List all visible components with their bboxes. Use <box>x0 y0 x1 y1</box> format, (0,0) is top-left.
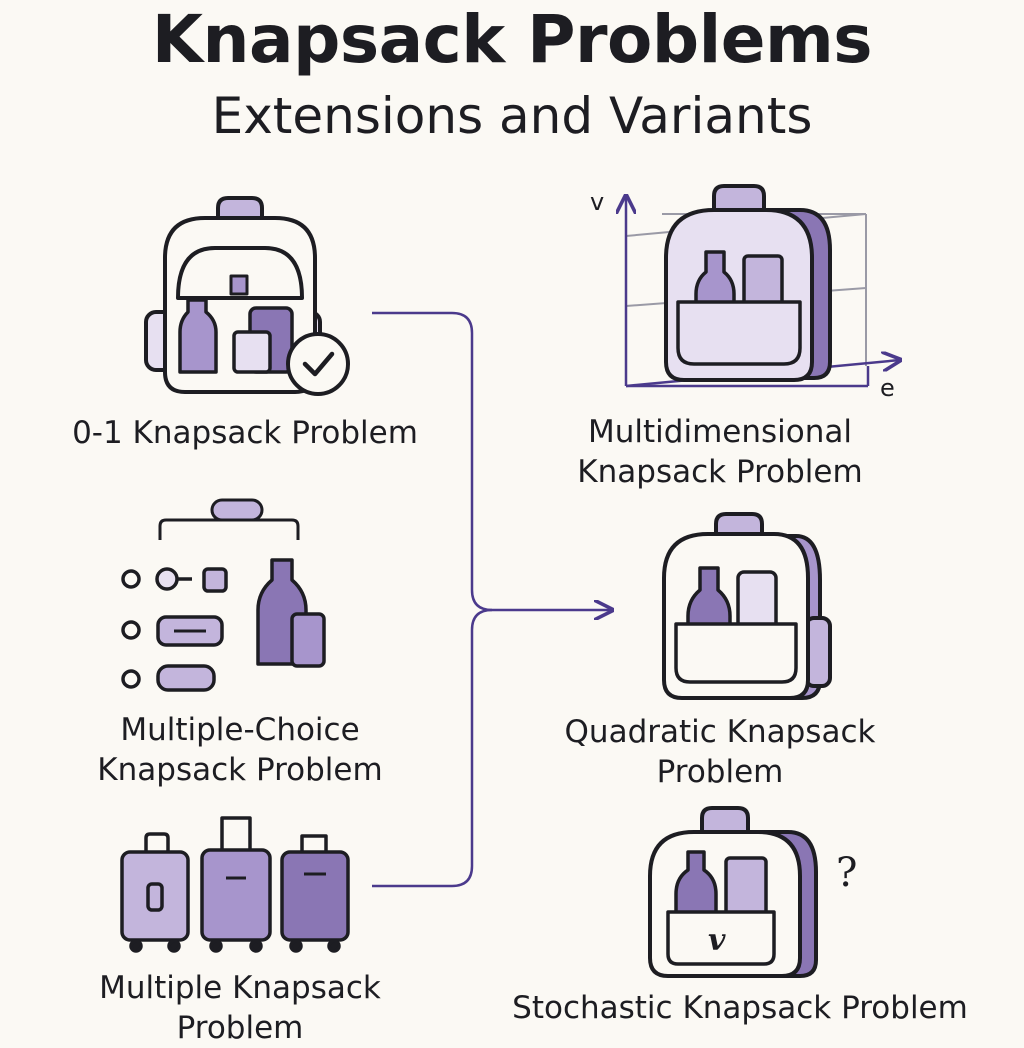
label-multidimensional-line1: Multidimensional <box>588 414 852 450</box>
diagram-canvas: v e v ? <box>120 184 1024 978</box>
label-multiple-choice-line2: Knapsack Problem <box>97 752 383 788</box>
quadratic-backpack-icon <box>662 512 832 700</box>
label-stochastic-text: Stochastic Knapsack Problem <box>512 990 968 1026</box>
backpack-01-icon <box>144 196 350 396</box>
page-title: Knapsack Problems <box>151 1 873 78</box>
connector-lines <box>372 311 612 888</box>
axis-e-label: e <box>880 374 895 402</box>
label-quadratic-line1: Quadratic Knapsack <box>564 714 876 750</box>
label-multiple-knapsack: Multiple Knapsack Problem <box>40 968 440 1048</box>
label-01-knapsack: 0-1 Knapsack Problem <box>40 413 450 453</box>
axis-v-label: v <box>590 188 604 216</box>
label-quadratic-line2: Problem <box>656 754 784 790</box>
label-multidimensional-line2: Knapsack Problem <box>577 454 863 490</box>
stochastic-backpack-icon <box>648 806 818 978</box>
label-multidimensional: Multidimensional Knapsack Problem <box>520 412 920 492</box>
label-multiple-knapsack-line2: Problem <box>176 1010 304 1046</box>
multiple-suitcases-icon <box>120 816 350 953</box>
multiple-choice-icon <box>121 498 326 692</box>
connector-bottom <box>372 608 493 888</box>
label-multiple-choice: Multiple-Choice Knapsack Problem <box>40 710 440 790</box>
label-multiple-knapsack-line1: Multiple Knapsack <box>99 970 381 1006</box>
multidimensional-icon: v e <box>590 184 900 402</box>
label-01-knapsack-text: 0-1 Knapsack Problem <box>72 415 418 451</box>
label-stochastic: Stochastic Knapsack Problem <box>490 988 990 1028</box>
label-multiple-choice-line1: Multiple-Choice <box>120 712 360 748</box>
stochastic-symbol: v <box>708 923 726 958</box>
page-subtitle: Extensions and Variants <box>211 87 813 145</box>
uncertainty-mark: ? <box>836 850 857 896</box>
connector-top <box>372 311 493 612</box>
label-quadratic: Quadratic Knapsack Problem <box>520 712 920 792</box>
